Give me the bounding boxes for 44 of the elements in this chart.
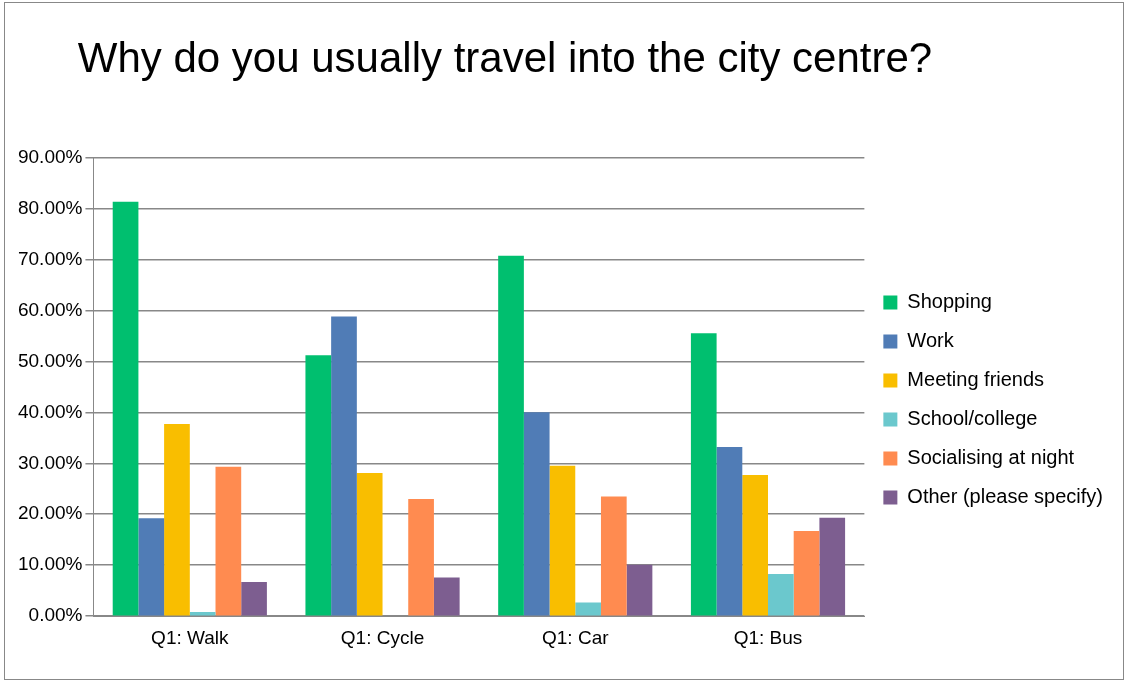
y-tick-label: 90.00% bbox=[17, 145, 83, 167]
bar bbox=[305, 355, 332, 616]
bar bbox=[433, 577, 460, 616]
bar bbox=[793, 531, 820, 616]
bar bbox=[716, 446, 743, 616]
bar bbox=[575, 602, 601, 616]
bar bbox=[819, 517, 846, 616]
bar bbox=[112, 201, 139, 616]
y-tick-label: 60.00% bbox=[17, 298, 83, 320]
legend-label: Work bbox=[907, 329, 955, 352]
bar bbox=[241, 582, 267, 616]
y-tick-label: 20.00% bbox=[17, 502, 83, 524]
y-tick-label: 30.00% bbox=[17, 451, 83, 473]
bar bbox=[356, 472, 383, 616]
x-tick-label: Q1: Cycle bbox=[340, 626, 425, 648]
y-tick-label: 10.00% bbox=[17, 553, 83, 575]
legend-label: School/college bbox=[907, 407, 1038, 430]
y-tick-label: 40.00% bbox=[17, 400, 83, 422]
x-tick-label: Q1: Walk bbox=[151, 626, 230, 648]
bar bbox=[138, 518, 165, 616]
bar bbox=[626, 564, 653, 616]
bar bbox=[331, 316, 357, 616]
bar bbox=[690, 333, 717, 616]
legend-label: Meeting friends bbox=[907, 368, 1045, 391]
x-tick-label: Q1: Bus bbox=[733, 626, 803, 648]
legend-label: Shopping bbox=[907, 290, 992, 313]
y-tick-label: 0.00% bbox=[28, 604, 83, 626]
bar bbox=[164, 424, 190, 616]
bar bbox=[742, 474, 768, 616]
bar bbox=[189, 612, 216, 616]
bar bbox=[600, 496, 627, 616]
bar bbox=[549, 465, 576, 616]
legend-label: Socialising at night bbox=[907, 446, 1075, 469]
chart-title: Why do you usually travel into the city centre? bbox=[76, 33, 934, 83]
bar bbox=[408, 498, 434, 616]
x-tick-label: Q1: Car bbox=[542, 626, 610, 648]
y-tick-label: 70.00% bbox=[17, 247, 83, 269]
bar bbox=[215, 466, 242, 616]
legend-label: Other (please specify) bbox=[907, 485, 1104, 508]
bar bbox=[498, 255, 524, 616]
y-tick-label: 50.00% bbox=[17, 349, 83, 371]
y-tick-label: 80.00% bbox=[17, 196, 83, 218]
bar bbox=[768, 573, 794, 616]
bar bbox=[523, 412, 550, 616]
